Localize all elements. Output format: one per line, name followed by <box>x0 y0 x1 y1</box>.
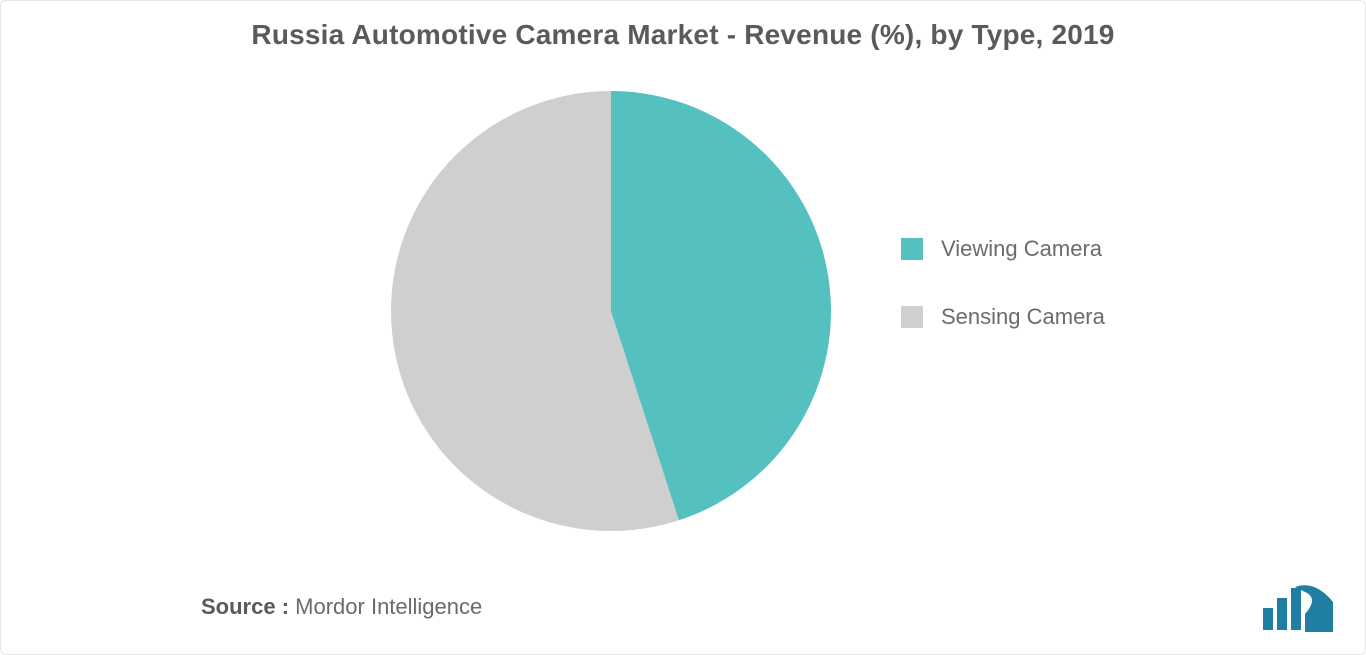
brand-logo-icon <box>1261 584 1335 634</box>
legend-swatch-icon <box>901 238 923 260</box>
source-attribution: Source : Mordor Intelligence <box>201 594 482 620</box>
pie-graphic <box>391 91 831 531</box>
legend-item-sensing-camera: Sensing Camera <box>901 304 1105 330</box>
source-prefix: Source : <box>201 594 289 619</box>
legend-item-viewing-camera: Viewing Camera <box>901 236 1105 262</box>
legend-swatch-icon <box>901 306 923 328</box>
chart-frame: Russia Automotive Camera Market - Revenu… <box>0 0 1366 655</box>
source-name: Mordor Intelligence <box>295 594 482 619</box>
legend-label: Viewing Camera <box>941 236 1102 262</box>
pie-chart <box>391 91 831 531</box>
legend: Viewing Camera Sensing Camera <box>901 236 1105 330</box>
legend-label: Sensing Camera <box>941 304 1105 330</box>
chart-title: Russia Automotive Camera Market - Revenu… <box>1 19 1365 51</box>
